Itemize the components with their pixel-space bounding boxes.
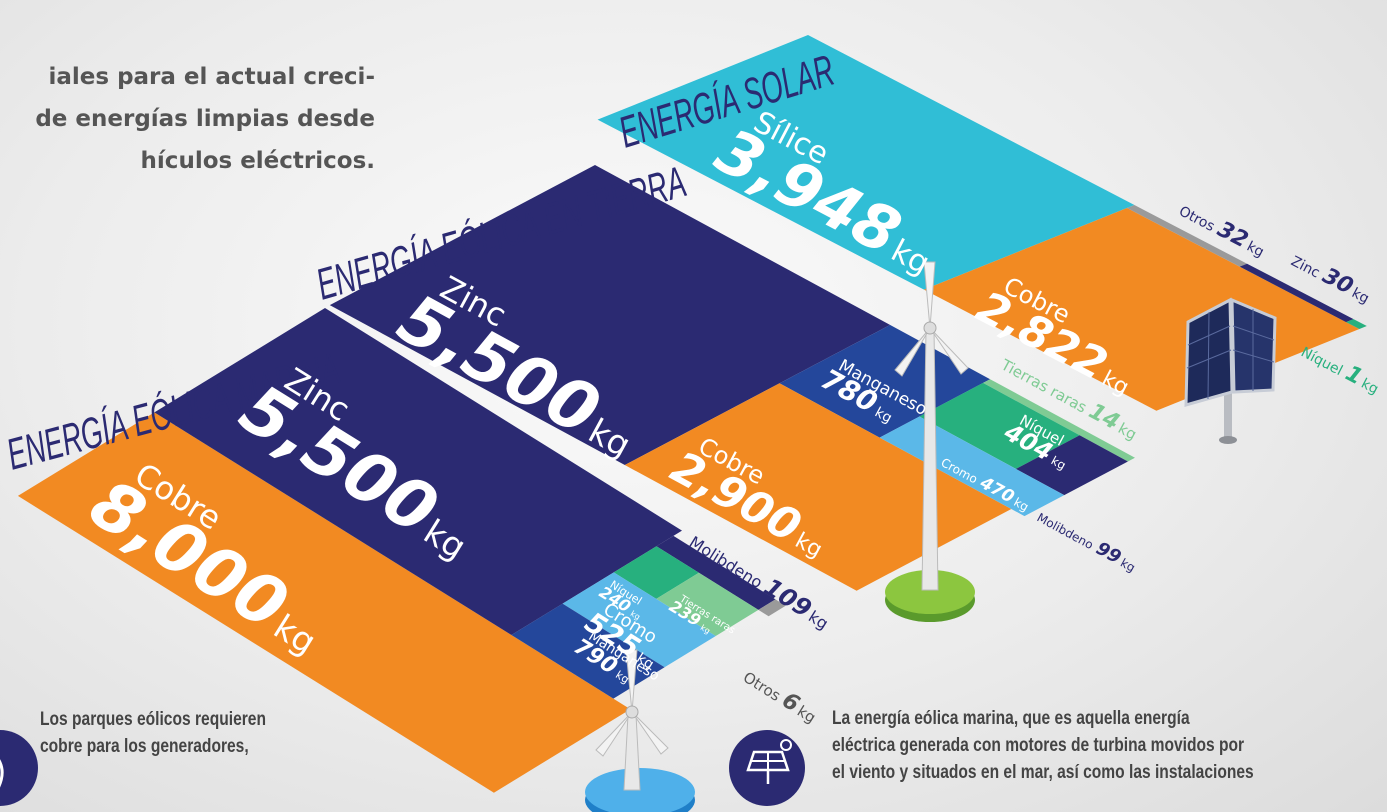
material-block	[511, 603, 665, 699]
icon-wind	[0, 730, 38, 806]
material-block	[983, 379, 1135, 462]
material-name: Níquel	[1298, 344, 1345, 379]
material-block	[624, 383, 1012, 591]
material-block	[758, 599, 786, 617]
material-block	[1239, 263, 1354, 323]
material-label: Molibdeno99kg	[1034, 506, 1140, 577]
material-block	[919, 382, 1080, 469]
material-name: Zinc	[1288, 253, 1322, 281]
material-block	[656, 572, 759, 636]
material-unit: kg	[699, 623, 712, 636]
material-unit: kg	[629, 609, 642, 622]
material-unit: kg	[613, 668, 631, 686]
intro-line: iales para el actual creci-	[48, 64, 375, 90]
material-unit: kg	[1358, 376, 1380, 398]
note-line: Los parques eólicos requieren	[40, 709, 266, 730]
intro-line: hículos eléctricos.	[140, 148, 375, 174]
material-block	[613, 546, 699, 599]
material-unit: kg	[1011, 495, 1030, 514]
material-block	[1015, 435, 1128, 496]
material-text: Níquel1kg	[1297, 338, 1384, 399]
note-line: La energía eólica marina, que es aquella…	[832, 708, 1190, 729]
material-block	[17, 412, 631, 793]
material-name: Molibdeno	[1035, 510, 1096, 552]
material-unit: kg	[1115, 419, 1140, 444]
note-line: cobre para los generadores,	[40, 736, 249, 757]
icon-solar	[729, 730, 805, 806]
material-text: Molibdeno99kg	[1034, 506, 1140, 577]
material-label: Níquel1kg	[1297, 338, 1384, 399]
material-block	[1127, 205, 1248, 267]
material-block	[597, 35, 1135, 290]
material-unit: kg	[794, 702, 819, 727]
material-unit: kg	[1244, 239, 1266, 261]
note-line: el viento y situados en el mar, así como…	[832, 762, 1254, 783]
note-line: eléctrica generada con motores de turbin…	[832, 735, 1245, 756]
material-block	[329, 165, 891, 466]
material-label: Otros6kg	[739, 664, 822, 729]
material-unit: kg	[1049, 453, 1068, 472]
intro: iales para el actual creci- de energías …	[0, 56, 375, 182]
onshore-turbine	[885, 261, 975, 622]
material-unit: kg	[872, 404, 895, 426]
intro-line: de energías limpias desde	[35, 106, 375, 132]
material-name: Otros	[740, 668, 784, 705]
note: Los parques eólicos requieren cobre para…	[40, 706, 266, 760]
material-block	[154, 308, 682, 635]
material-block	[1346, 319, 1367, 330]
material-unit: kg	[634, 650, 657, 673]
offshore-turbine	[585, 649, 695, 812]
solar-panel	[1184, 297, 1277, 444]
material-unit: kg	[1349, 285, 1371, 307]
material-block	[562, 572, 716, 668]
material-block	[656, 535, 776, 610]
material-block	[779, 324, 991, 438]
material-unit: kg	[1118, 556, 1137, 575]
blocks	[17, 35, 1367, 793]
note: La energía eólica marina, que es aquella…	[832, 705, 1254, 786]
material-text: Otros6kg	[739, 664, 822, 729]
